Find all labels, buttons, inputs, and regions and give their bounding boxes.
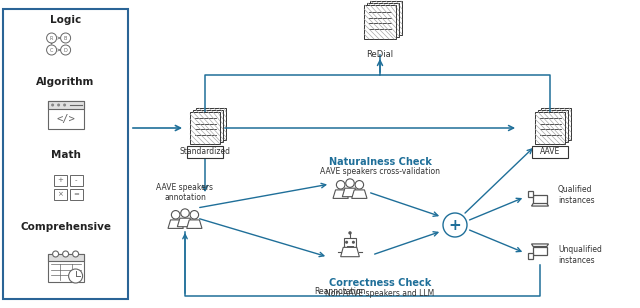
Text: Qualified
instances: Qualified instances — [558, 185, 595, 205]
Bar — [344, 238, 356, 247]
Circle shape — [443, 213, 467, 237]
Text: Naturalness Check: Naturalness Check — [328, 157, 431, 167]
Text: AAVE speakers cross-validation: AAVE speakers cross-validation — [320, 168, 440, 176]
Circle shape — [352, 241, 355, 244]
Text: +: + — [57, 177, 63, 184]
Text: Math: Math — [51, 150, 81, 160]
Circle shape — [61, 33, 70, 43]
Bar — [190, 112, 220, 144]
Polygon shape — [533, 195, 547, 204]
Text: -: - — [75, 177, 77, 184]
Polygon shape — [342, 188, 358, 197]
Circle shape — [190, 211, 198, 219]
Text: Unqualified
instances: Unqualified instances — [558, 245, 602, 265]
Circle shape — [346, 179, 355, 187]
Bar — [47, 101, 84, 129]
Polygon shape — [340, 247, 359, 257]
Polygon shape — [528, 253, 533, 259]
Text: Non-AAVE speakers and LLM: Non-AAVE speakers and LLM — [325, 289, 435, 298]
Text: AAVE speakers: AAVE speakers — [157, 184, 214, 192]
Circle shape — [57, 103, 60, 107]
Circle shape — [348, 231, 352, 235]
Circle shape — [63, 103, 66, 107]
Bar — [196, 108, 226, 140]
Polygon shape — [333, 190, 348, 198]
Bar — [47, 254, 84, 261]
Bar — [3, 9, 128, 299]
Polygon shape — [177, 218, 193, 227]
Circle shape — [47, 45, 56, 55]
Polygon shape — [187, 220, 202, 229]
Circle shape — [51, 103, 54, 107]
Polygon shape — [531, 204, 548, 206]
Text: =: = — [73, 192, 79, 197]
Text: </>: </> — [56, 114, 75, 124]
Text: Reannotation: Reannotation — [314, 286, 365, 295]
Circle shape — [68, 269, 83, 283]
Circle shape — [63, 251, 68, 257]
Polygon shape — [531, 244, 548, 246]
Polygon shape — [168, 220, 183, 229]
Bar — [541, 108, 571, 140]
Circle shape — [61, 45, 70, 55]
Bar — [47, 101, 84, 109]
Bar — [54, 175, 67, 186]
Bar — [54, 189, 67, 200]
Text: C: C — [50, 47, 53, 52]
Circle shape — [180, 209, 189, 217]
Text: D: D — [64, 47, 67, 52]
Bar — [70, 175, 83, 186]
Circle shape — [337, 180, 345, 189]
Bar — [364, 5, 396, 39]
Bar — [187, 146, 223, 158]
Text: B: B — [64, 35, 67, 40]
Bar — [532, 146, 568, 158]
Text: Comprehensive: Comprehensive — [20, 222, 111, 232]
Circle shape — [47, 33, 56, 43]
Bar — [70, 189, 83, 200]
Polygon shape — [352, 190, 367, 198]
Bar — [538, 110, 568, 142]
Bar — [535, 112, 565, 144]
Text: Standardized: Standardized — [179, 148, 230, 156]
Circle shape — [72, 251, 79, 257]
Circle shape — [355, 180, 364, 189]
Text: Algorithm: Algorithm — [36, 77, 95, 87]
Bar — [370, 1, 402, 35]
Circle shape — [345, 241, 348, 244]
Text: annotation: annotation — [164, 192, 206, 201]
Circle shape — [172, 211, 180, 219]
Text: R: R — [50, 35, 53, 40]
Text: AAVE: AAVE — [540, 148, 560, 156]
Text: Correctness Check: Correctness Check — [329, 278, 431, 288]
Text: +: + — [449, 217, 461, 233]
Text: ×: × — [57, 192, 63, 197]
Circle shape — [52, 251, 59, 257]
Text: ReDial: ReDial — [367, 50, 394, 59]
Polygon shape — [533, 246, 547, 255]
Bar — [47, 254, 84, 282]
Bar — [367, 3, 399, 37]
Bar — [193, 110, 223, 142]
Text: Logic: Logic — [50, 15, 81, 25]
Polygon shape — [528, 191, 533, 197]
